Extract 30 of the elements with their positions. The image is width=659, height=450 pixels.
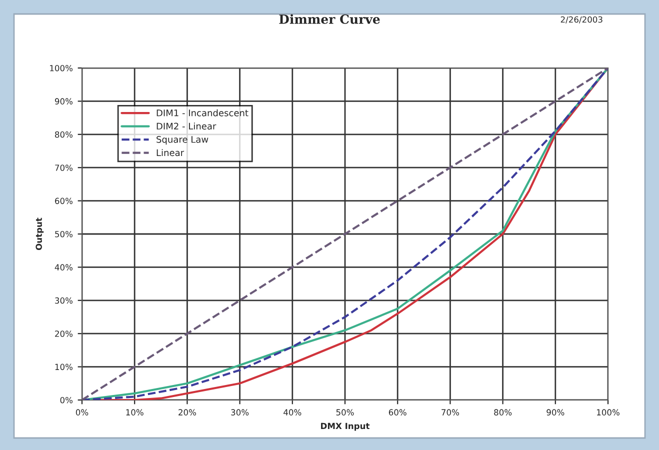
x-tick-label: 60% — [388, 409, 406, 416]
x-tick-label: 30% — [231, 409, 249, 416]
y-tick-label: 40% — [54, 264, 73, 270]
y-tick-label: 30% — [55, 297, 73, 304]
y-tick-label: 20% — [55, 330, 73, 337]
text: 2/26/2003 — [560, 16, 602, 24]
x-tick-label: 70% — [442, 409, 459, 416]
legend-label: Square Law — [156, 136, 208, 145]
y-tick-label: 50% — [55, 230, 73, 238]
y-tick-label: 80% — [55, 131, 73, 138]
y-tick-label: 90% — [54, 98, 73, 104]
x-axis-title: DMX Input — [321, 422, 370, 431]
x-tick-label: 40% — [284, 409, 302, 416]
y-tick-label: 100% — [50, 64, 73, 72]
x-tick-label: 10% — [126, 409, 144, 416]
y-tick-label: 70% — [55, 164, 73, 171]
y-tick-label: 60% — [55, 198, 73, 204]
x-tick-label: 50% — [336, 409, 354, 416]
x-tick-label: 100% — [597, 409, 620, 416]
chart-title: Dimmer Curve — [279, 14, 380, 24]
x-tick-label: 80% — [494, 409, 512, 416]
y-tick-label: 0% — [60, 396, 73, 404]
y-axis-title: Output — [36, 218, 44, 250]
legend-label: Linear — [156, 149, 184, 156]
x-tick-label: 20% — [178, 409, 196, 416]
legend-label: DIM1 - Incandescent — [156, 109, 248, 116]
x-tick-label: 0% — [76, 409, 88, 416]
x-tick-label: 90% — [546, 409, 564, 416]
legend-label: DIM2 - Linear — [156, 122, 216, 130]
y-tick-label: 10% — [55, 364, 73, 370]
